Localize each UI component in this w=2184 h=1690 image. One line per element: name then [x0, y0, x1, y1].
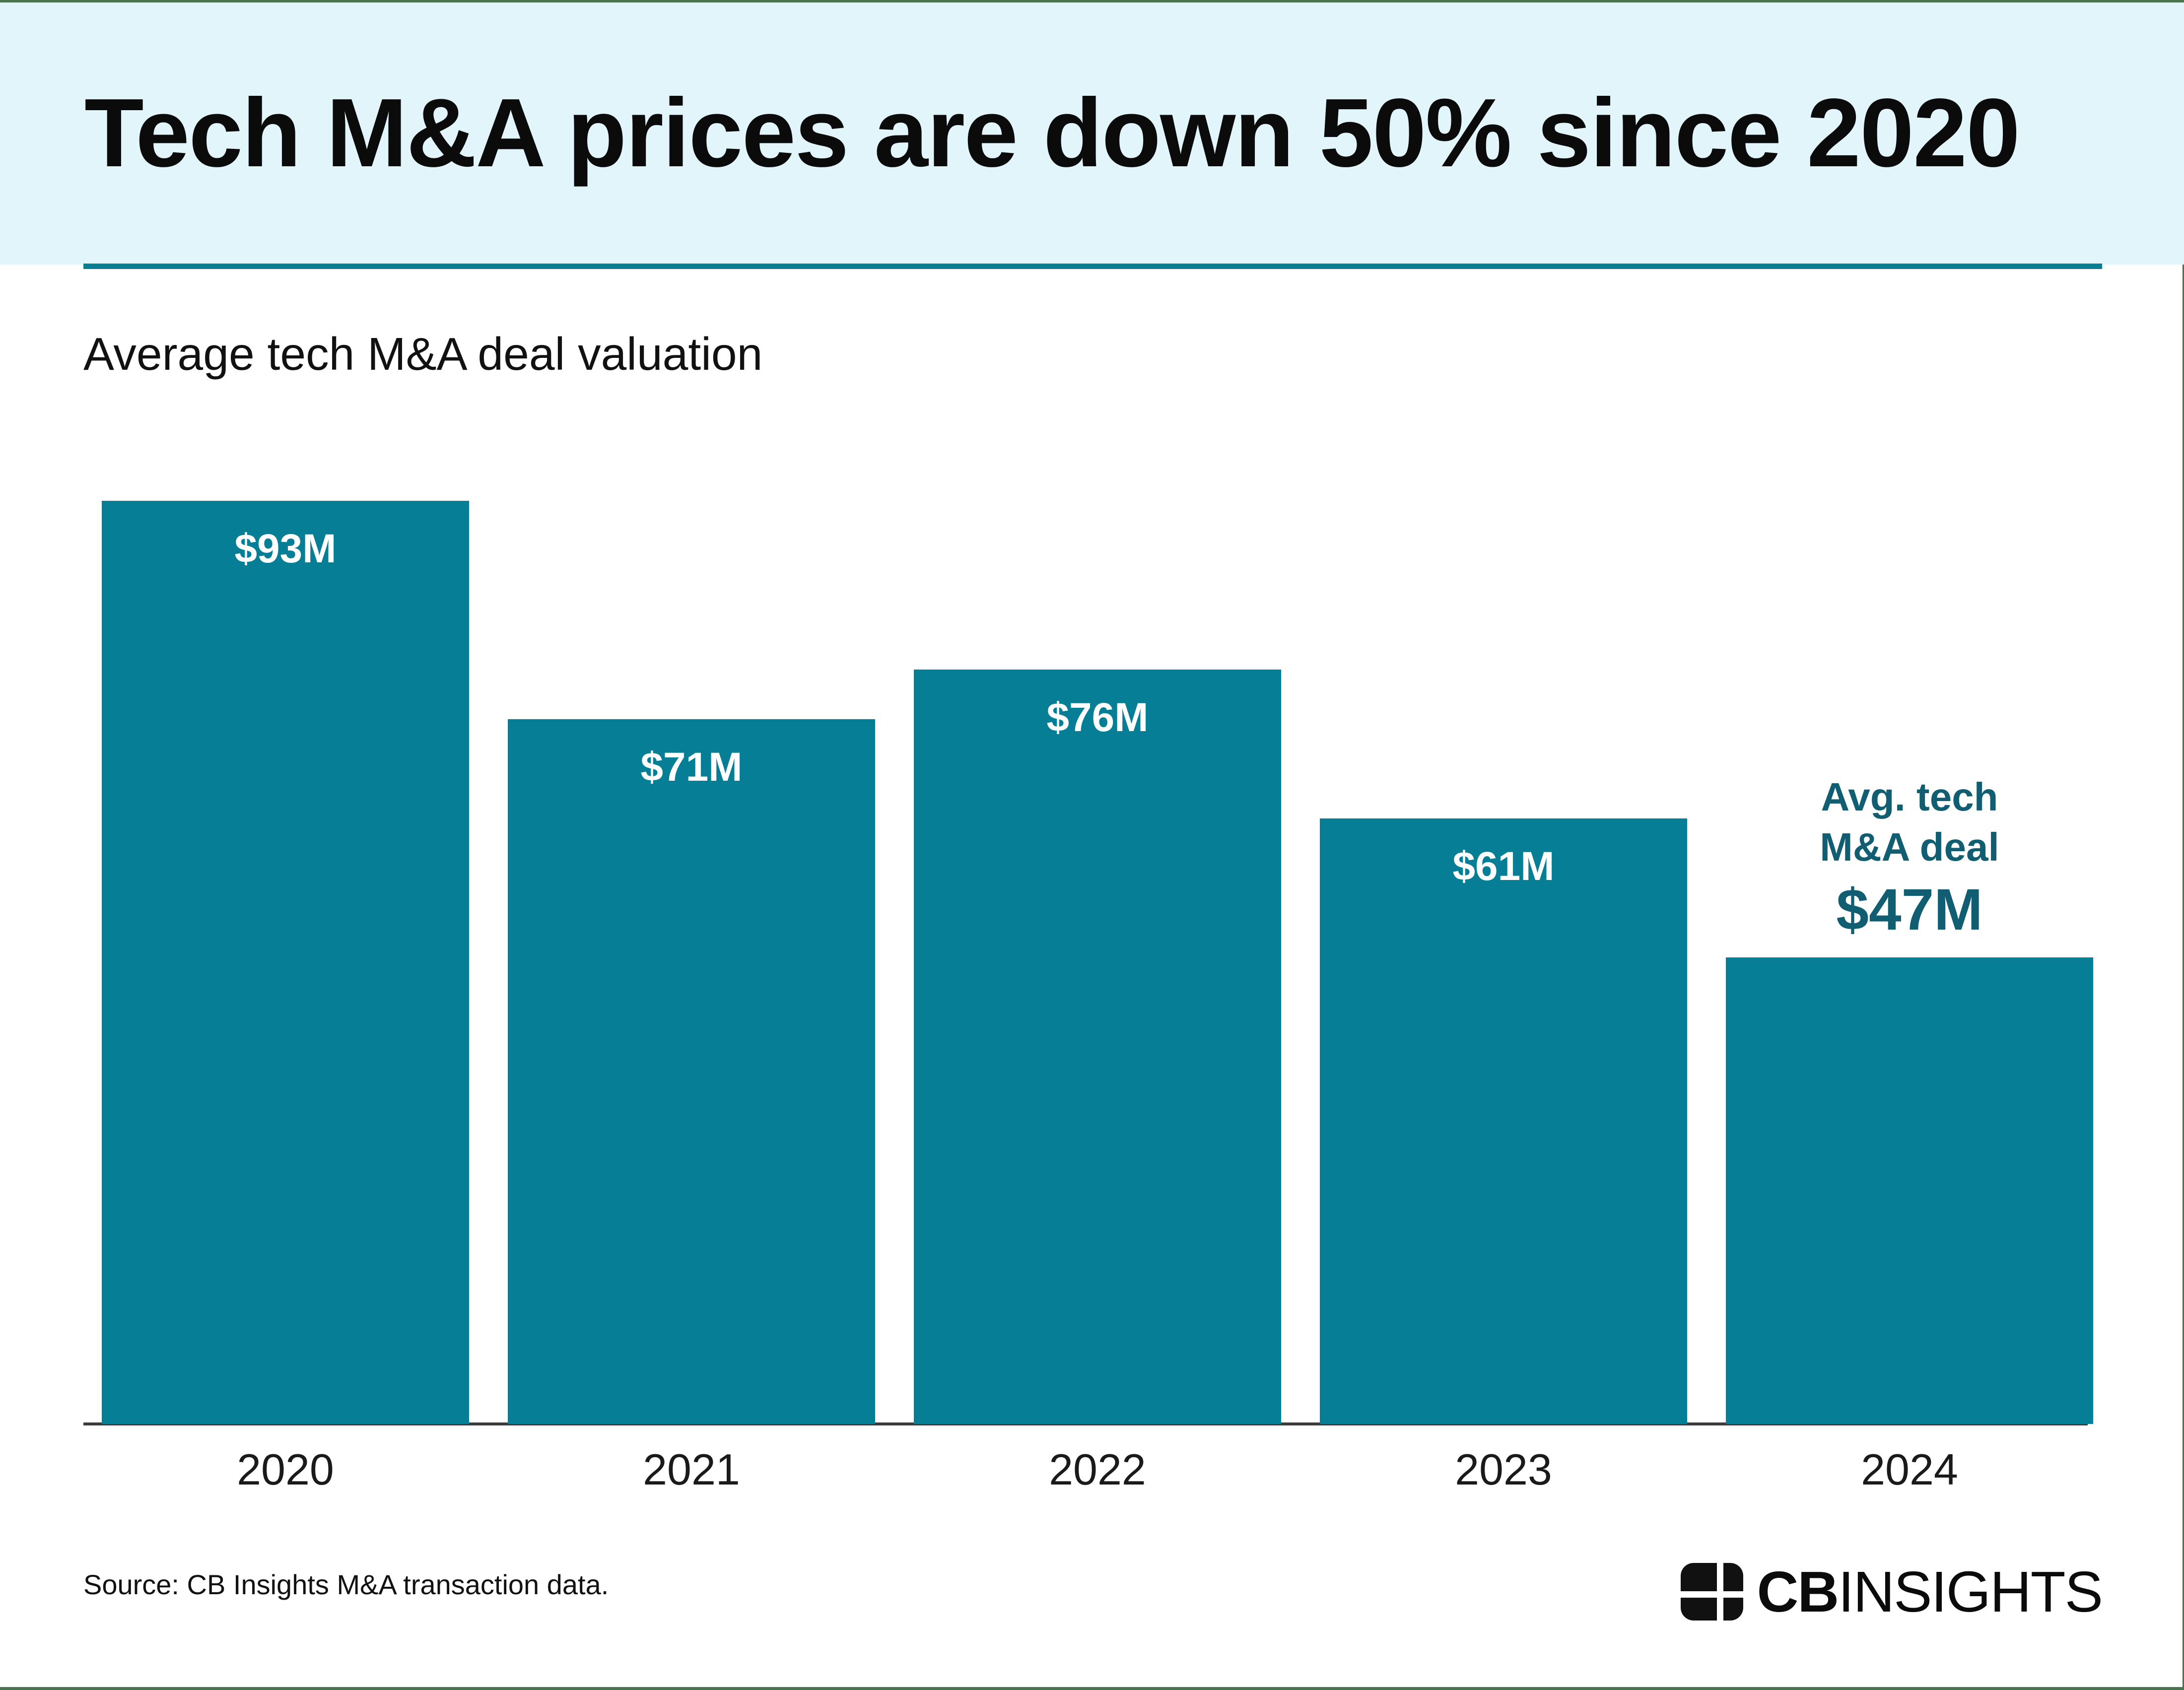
x-tick-label-2023: 2023 [1455, 1445, 1552, 1494]
frame-border-bottom [0, 1687, 2184, 1690]
cbinsights-logo-icon [1680, 1563, 1743, 1621]
page-title: Tech M&A prices are down 50% since 2020 [84, 78, 2020, 187]
logo-text-cb: CB [1757, 1559, 1840, 1624]
logo-text-insights: INSIGHTS [1838, 1559, 2103, 1624]
bar-2023: $61M [1320, 818, 1687, 1424]
frame-border-right [2183, 0, 2184, 1690]
bar-2024 [1726, 957, 2093, 1424]
bar-value-label-2021: $71M [640, 744, 743, 790]
bar-value-label-2023: $61M [1452, 844, 1555, 889]
bar-value-label-2022: $76M [1046, 695, 1149, 740]
annotation-line: Avg. tech [1821, 775, 1998, 819]
bar-value-label-2020: $93M [234, 526, 337, 571]
frame-border-top [0, 0, 2184, 2]
chart-subtitle: Average tech M&A deal valuation [83, 328, 763, 380]
cbinsights-logo: CB INSIGHTS [1680, 1559, 2103, 1624]
annotation-value: $47M [1836, 877, 1983, 943]
header-divider [83, 264, 2102, 269]
bar-2021: $71M [508, 719, 875, 1424]
x-tick-label-2020: 2020 [237, 1445, 334, 1494]
avg-deal-annotation: Avg. tech M&A deal $47M [1726, 772, 2093, 943]
header-band: Tech M&A prices are down 50% since 2020 [0, 2, 2184, 265]
bar-2022: $76M [914, 670, 1281, 1424]
x-tick-label-2021: 2021 [643, 1445, 740, 1494]
x-axis-line [83, 1422, 2088, 1425]
bar-2020: $93M [102, 501, 469, 1424]
annotation-line: M&A deal [1820, 825, 1999, 869]
x-tick-label-2022: 2022 [1049, 1445, 1146, 1494]
logo-horizontal-gap [1680, 1591, 1743, 1598]
x-tick-label-2024: 2024 [1861, 1445, 1958, 1494]
source-note: Source: CB Insights M&A transaction data… [83, 1569, 609, 1600]
